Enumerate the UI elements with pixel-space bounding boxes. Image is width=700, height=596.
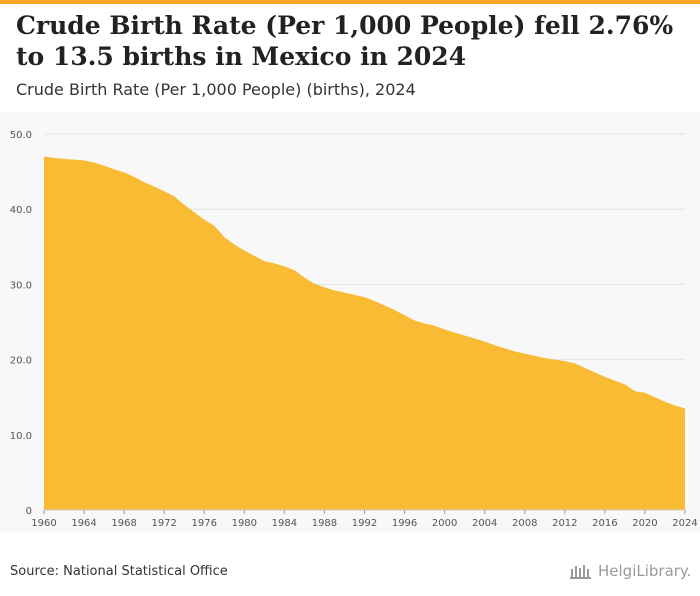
area-series — [44, 156, 685, 510]
x-tick-label: 1976 — [192, 518, 217, 529]
y-tick-label: 50.0 — [10, 130, 32, 141]
x-tick-label: 1992 — [352, 518, 377, 529]
source-note: Source: National Statistical Office — [10, 564, 228, 579]
x-tick-label: 2020 — [632, 518, 657, 529]
y-tick-label: 10.0 — [10, 431, 32, 442]
x-tick-label: 2016 — [592, 518, 617, 529]
top-accent-bar — [0, 0, 700, 4]
y-tick-label: 20.0 — [10, 356, 32, 367]
x-tick-label: 2008 — [512, 518, 537, 529]
x-tick-label: 1972 — [151, 518, 176, 529]
x-tick-label: 1964 — [71, 518, 96, 529]
x-tick-label: 2024 — [672, 518, 697, 529]
helgi-library-logo[interactable]: HelgiLibrary. — [570, 562, 691, 580]
page-title: Crude Birth Rate (Per 1,000 People) fell… — [16, 11, 674, 71]
y-tick-label: 0 — [26, 506, 32, 517]
x-tick-label: 2012 — [552, 518, 577, 529]
x-tick-label: 1988 — [312, 518, 337, 529]
x-tick-label: 1980 — [232, 518, 257, 529]
x-tick-label: 1996 — [392, 518, 417, 529]
chart-area: 0 10.0 20.0 30.0 40.0 50.0 1960 1964 1968 1972 197… — [0, 112, 700, 532]
x-tick-label: 1968 — [111, 518, 136, 529]
y-tick-label: 40.0 — [10, 205, 32, 216]
y-tick-label: 30.0 — [10, 280, 32, 291]
x-tick-label: 2004 — [472, 518, 497, 529]
x-tick-label: 1984 — [272, 518, 297, 529]
chart-subtitle: Crude Birth Rate (Per 1,000 People) (bir… — [16, 80, 416, 99]
logo-text: HelgiLibrary. — [598, 562, 692, 580]
x-tick-label: 1960 — [31, 518, 56, 529]
x-tick-label: 2000 — [432, 518, 457, 529]
library-icon — [570, 565, 591, 579]
area-chart: 0 10.0 20.0 30.0 40.0 50.0 1960 1964 1968 1972 197… — [10, 130, 698, 529]
